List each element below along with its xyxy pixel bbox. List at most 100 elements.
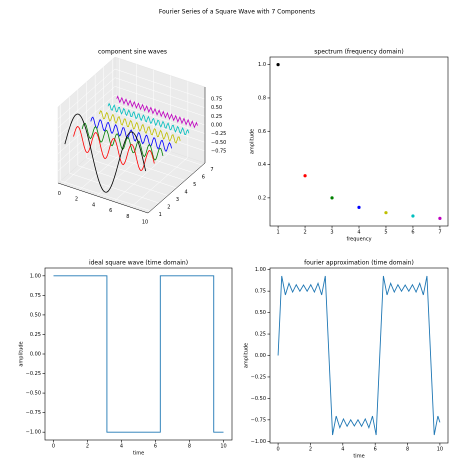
y-tick-label: 0.25 — [255, 332, 266, 338]
x-tick-label: 2 — [75, 197, 78, 203]
y-tick-label: 1 — [159, 212, 162, 218]
x-tick-label: 4 — [357, 230, 360, 236]
y-tick-label: −1.00 — [26, 430, 41, 436]
data-point — [276, 63, 280, 67]
y-tick-label: 0.6 — [258, 129, 266, 135]
y-tick-label: 6 — [202, 174, 205, 180]
y-tick-label: 3 — [176, 197, 179, 203]
grid-line — [103, 142, 194, 174]
z-tick-label: −0.75 — [211, 148, 226, 154]
grid-line — [77, 165, 168, 196]
axes-title: ideal square wave (time domain) — [89, 260, 188, 267]
y-tick-label: 2 — [167, 205, 170, 211]
x-tick-label: 2 — [86, 444, 89, 450]
x-axis-label: time — [353, 454, 364, 460]
data-line — [53, 275, 224, 433]
x-tick-label: 8 — [126, 214, 129, 220]
y-tick-label: 5 — [193, 182, 196, 188]
grid-line — [95, 150, 186, 181]
grid-line — [60, 180, 151, 211]
x-tick-label: 8 — [406, 447, 409, 453]
grid-line — [57, 103, 116, 154]
y-tick-label: 0.50 — [30, 312, 41, 318]
grid-line — [114, 103, 206, 134]
y-tick-label: −0.50 — [251, 396, 266, 402]
y-tick-label: 1.00 — [255, 267, 266, 273]
y-tick-label: 0.75 — [255, 289, 266, 295]
x-tick-label: 0 — [52, 444, 55, 450]
x-tick-label: 6 — [411, 230, 414, 236]
grid-line — [86, 157, 177, 189]
x-tick-label: 2 — [309, 447, 312, 453]
z-tick-label: 0.50 — [211, 105, 222, 111]
x-axis-line — [57, 182, 149, 214]
component-wave — [64, 113, 147, 193]
y-tick-label: −0.25 — [251, 374, 266, 380]
x-tick-label: 5 — [384, 230, 387, 236]
y-tick-label: 0.00 — [30, 352, 41, 358]
figure-title: Fourier Series of a Square Wave with 7 C… — [159, 9, 315, 16]
data-point — [357, 205, 361, 209]
grid-line — [112, 135, 203, 166]
y-tick-label: 0.00 — [255, 353, 266, 359]
grid-line — [57, 94, 116, 146]
z-tick-label: 0.00 — [211, 123, 222, 129]
grid-line — [114, 86, 206, 117]
x-tick-label: 7 — [438, 230, 441, 236]
x-tick-label: 10 — [437, 447, 443, 453]
x-tick-label: 6 — [154, 444, 157, 450]
x-tick-label: 8 — [188, 444, 191, 450]
y-tick-label: 4 — [185, 190, 188, 196]
y-tick-label: −1.00 — [251, 439, 266, 445]
axes-title: spectrum (frequency domain) — [314, 49, 403, 56]
y-axis-label: amplitude — [250, 129, 256, 154]
x-tick-label: 6 — [374, 447, 377, 453]
axes-title: fourier approximation (time domain) — [304, 260, 414, 267]
y-axis-label: amplitude — [244, 343, 250, 368]
y-tick-label: 1.0 — [258, 62, 266, 68]
grid-line — [114, 120, 206, 152]
y-tick-label: 7 — [210, 167, 213, 173]
x-tick-label: 0 — [276, 447, 279, 453]
component-wave — [90, 116, 172, 152]
component-wave — [73, 126, 155, 171]
grid-line — [69, 172, 160, 204]
y-tick-label: −0.75 — [26, 410, 41, 416]
y-tick-label: 1.00 — [30, 273, 41, 279]
grid-line — [114, 68, 206, 100]
y-tick-label: −0.50 — [26, 391, 41, 397]
x-tick-label: 4 — [341, 447, 344, 453]
component-wave — [99, 110, 181, 144]
y-tick-label: 0.8 — [258, 95, 266, 101]
y-tick-label: 0.4 — [258, 162, 266, 168]
x-tick-label: 3 — [330, 230, 333, 236]
y-tick-label: 0.50 — [255, 310, 266, 316]
x-tick-label: 10 — [142, 220, 148, 226]
grid-line — [114, 112, 206, 143]
y-tick-label: 0.75 — [30, 293, 41, 299]
component-wave — [116, 95, 198, 129]
x-tick-label: 4 — [120, 444, 123, 450]
z-tick-label: −0.50 — [211, 140, 226, 146]
grid-line — [57, 112, 116, 163]
x-axis-label: frequency — [346, 237, 371, 243]
y-tick-label: −0.25 — [26, 371, 41, 377]
z-tick-label: 0.75 — [211, 97, 222, 103]
component-wave — [107, 102, 190, 135]
z-tick-label: −0.25 — [211, 131, 226, 137]
x-tick-label: 0 — [58, 191, 61, 197]
y-axis-line — [147, 162, 206, 214]
x-tick-label: 1 — [276, 230, 279, 236]
data-point — [411, 214, 415, 218]
data-point — [384, 211, 388, 215]
z-tick-label: 0.25 — [211, 114, 222, 120]
y-axis-label: amplitude — [19, 341, 25, 366]
y-tick-label: −0.75 — [251, 417, 266, 423]
data-line — [277, 275, 441, 436]
x-tick-label: 2 — [303, 230, 306, 236]
axes-title: component sine waves — [98, 49, 167, 56]
data-point — [438, 216, 442, 220]
x-tick-label: 10 — [220, 444, 226, 450]
